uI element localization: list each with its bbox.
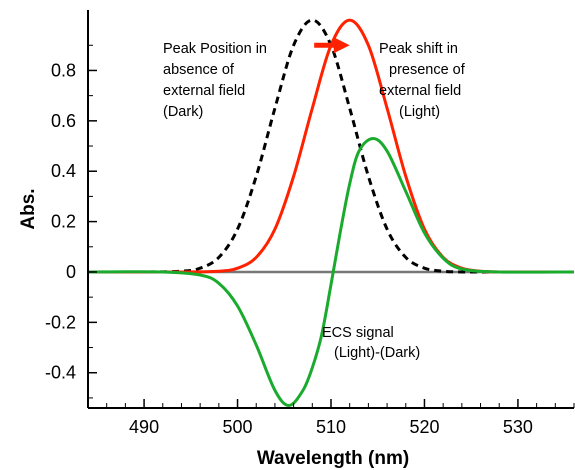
light-annotation-line: (Light): [399, 104, 440, 120]
y-tick-label: 0.2: [51, 212, 76, 232]
series-layer: [87, 18, 575, 407]
light-annotation-line: Peak shift in: [379, 41, 458, 57]
axes-layer: [87, 10, 574, 409]
y-tick-label: 0.4: [51, 161, 76, 181]
x-tick-label: 520: [409, 417, 439, 437]
ecs-signal-line: [87, 136, 575, 407]
dark-annotation-line: external field: [163, 83, 245, 99]
arrow-head: [333, 37, 350, 54]
ecs-annotation-line: ECS signal: [322, 325, 394, 341]
y-tick-label: 0: [66, 262, 76, 282]
y-tick-label: -0.2: [45, 312, 76, 332]
x-tick-label: 490: [129, 417, 159, 437]
ticks-layer: 490 500 510 520 530 -0.4 -0.2 0 0.2 0.4 0.6 0.8: [45, 44, 575, 437]
x-axis-title: Wavelength (nm): [257, 448, 409, 469]
light-annotation-line: external field: [379, 83, 461, 99]
y-tick-label: 0.8: [51, 60, 76, 80]
dark-spectrum-line: [87, 18, 574, 274]
annotations-layer: Peak Position in absence of external field…: [163, 41, 466, 361]
light-spectrum-line: [87, 18, 574, 274]
x-tick-label: 510: [316, 417, 346, 437]
ecs-annotation-line: (Light)-(Dark): [334, 345, 420, 361]
dark-annotation-line: Peak Position in: [163, 41, 267, 57]
x-tick-label: 500: [223, 417, 253, 437]
y-axis-title: Abs.: [18, 188, 39, 229]
y-tick-label: -0.4: [45, 363, 76, 383]
y-tick-label: 0.6: [51, 111, 76, 131]
dark-annotation-line: (Dark): [163, 104, 203, 120]
peak-shift-arrow: [314, 37, 350, 54]
dark-annotation-line: absence of: [163, 62, 235, 78]
light-annotation-line: presence of: [389, 62, 466, 78]
x-tick-label: 530: [503, 417, 533, 437]
